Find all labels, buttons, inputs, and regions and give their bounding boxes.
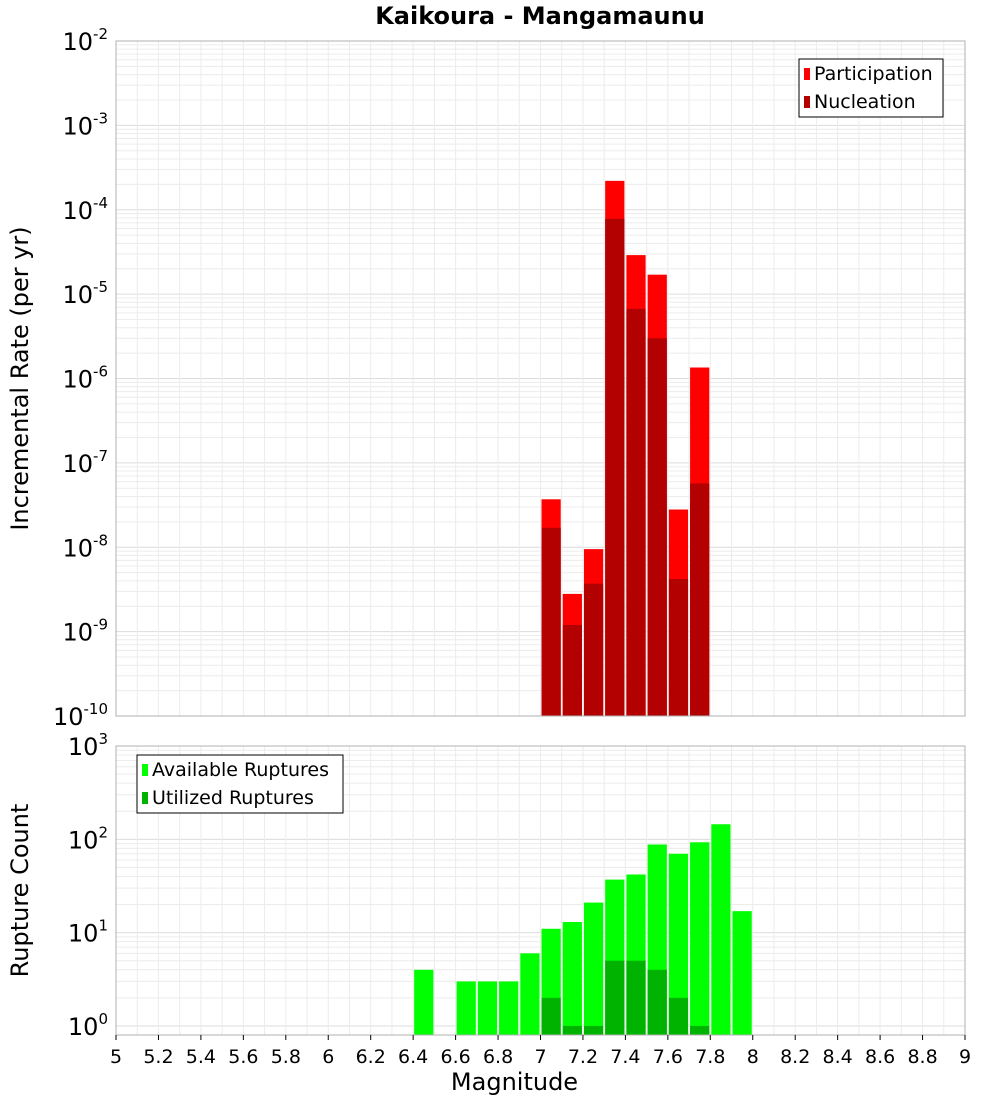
bars xyxy=(541,180,710,716)
bar-available-ruptures xyxy=(414,969,434,1035)
y-tick-label: 10-6 xyxy=(62,363,108,394)
legend-entry: Nucleation xyxy=(814,91,916,113)
legend-entry: Participation xyxy=(814,63,933,85)
y-tick-label: 10-7 xyxy=(62,447,108,478)
y-tick-label: 10-10 xyxy=(53,700,108,731)
x-tick-label: 8.4 xyxy=(823,1046,853,1068)
x-tick-label: 7.4 xyxy=(610,1046,640,1068)
bar-utilized-ruptures xyxy=(690,1025,710,1035)
bar-utilized-ruptures xyxy=(583,1025,604,1035)
bar-nucleation xyxy=(690,483,710,716)
bar-nucleation xyxy=(605,218,625,716)
bar-available-ruptures xyxy=(499,981,519,1035)
x-tick-label: 6 xyxy=(322,1046,334,1068)
legend-box xyxy=(136,754,344,814)
y-tick-label: 100 xyxy=(68,1010,108,1041)
bar-available-ruptures xyxy=(732,911,752,1035)
legend-entry: Utilized Ruptures xyxy=(152,787,314,809)
x-tick-label: 6.6 xyxy=(440,1046,470,1068)
y-axis-label: Incremental Rate (per yr) xyxy=(6,226,34,530)
x-tick-label: 6.8 xyxy=(483,1046,513,1068)
bar-available-ruptures xyxy=(583,902,604,1035)
x-tick-label: 8.8 xyxy=(907,1046,937,1068)
bar-available-ruptures xyxy=(690,842,710,1035)
bar-available-ruptures xyxy=(668,853,689,1035)
grid-lines xyxy=(115,40,966,717)
x-tick-label: 5.8 xyxy=(271,1046,301,1068)
legend-swatch xyxy=(804,68,810,80)
bar-available-ruptures xyxy=(477,981,498,1035)
x-tick-label: 7.2 xyxy=(568,1046,598,1068)
bar-utilized-ruptures xyxy=(541,997,561,1035)
bar-available-ruptures xyxy=(456,981,476,1035)
bar-nucleation xyxy=(647,338,667,716)
y-tick-label: 10-8 xyxy=(62,531,108,562)
bar-nucleation xyxy=(562,624,582,716)
x-tick-label: 5 xyxy=(110,1046,122,1068)
x-tick-label: 5.6 xyxy=(228,1046,258,1068)
x-tick-label: 6.4 xyxy=(398,1046,428,1068)
bar-utilized-ruptures xyxy=(626,960,646,1035)
y-tick-label: 10-2 xyxy=(62,25,108,56)
bar-utilized-ruptures xyxy=(668,997,689,1035)
x-tick-label: 9 xyxy=(959,1046,971,1068)
x-tick-label: 7 xyxy=(534,1046,546,1068)
legend-swatch xyxy=(142,792,148,804)
bar-available-ruptures xyxy=(520,953,540,1035)
y-tick-label: 103 xyxy=(68,730,108,761)
x-tick-label: 6.2 xyxy=(356,1046,386,1068)
bar-utilized-ruptures xyxy=(562,1025,582,1035)
x-tick-label: 7.8 xyxy=(695,1046,725,1068)
bar-utilized-ruptures xyxy=(605,960,625,1035)
legend-swatch xyxy=(142,764,148,776)
x-tick-label: 7.6 xyxy=(653,1046,683,1068)
x-tick-label: 5.4 xyxy=(186,1046,216,1068)
x-tick-label: 8.2 xyxy=(780,1046,810,1068)
bar-utilized-ruptures xyxy=(647,969,667,1035)
x-tick-label: 8 xyxy=(747,1046,759,1068)
legend-swatch xyxy=(804,96,810,108)
y-tick-label: 102 xyxy=(68,823,108,854)
y-axis-label: Rupture Count xyxy=(6,804,34,978)
x-axis-label: Magnitude xyxy=(451,1068,578,1096)
bar-nucleation xyxy=(583,583,604,716)
bars xyxy=(414,824,752,1035)
y-tick-label: 101 xyxy=(68,917,108,948)
y-tick-label: 10-4 xyxy=(62,194,108,225)
y-tick-label: 10-3 xyxy=(62,109,108,140)
y-tick-label: 10-9 xyxy=(62,616,108,647)
bar-available-ruptures xyxy=(711,824,731,1035)
plot-frame xyxy=(115,40,966,717)
chart-title: Kaikoura - Mangamaunu xyxy=(375,2,705,30)
legend-box xyxy=(798,58,944,118)
legend-entry: Available Ruptures xyxy=(152,759,329,781)
bar-available-ruptures xyxy=(562,922,582,1035)
bar-nucleation xyxy=(541,527,561,716)
x-tick-label: 8.6 xyxy=(865,1046,895,1068)
bar-nucleation xyxy=(668,579,689,716)
bar-nucleation xyxy=(626,308,646,716)
x-tick-label: 5.2 xyxy=(143,1046,173,1068)
y-tick-label: 10-5 xyxy=(62,278,108,309)
